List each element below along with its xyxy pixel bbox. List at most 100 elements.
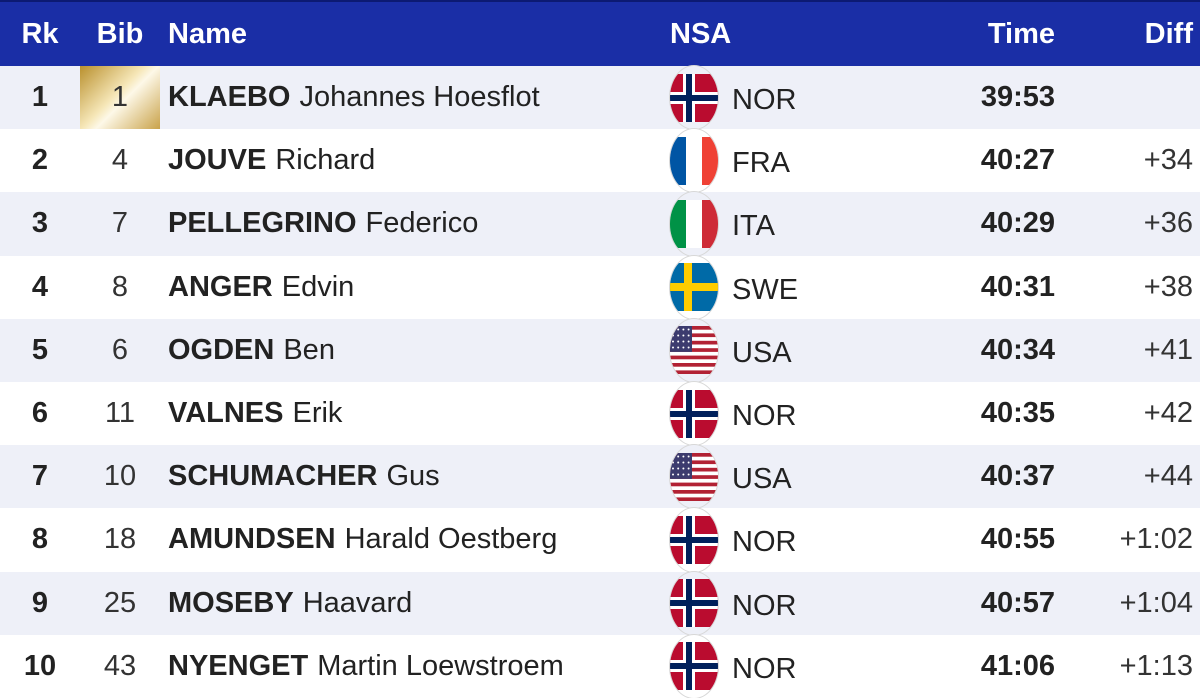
nsa-cell: NOR: [670, 572, 930, 635]
athlete-given-name: Richard: [275, 144, 376, 177]
nsa-code: USA: [732, 336, 792, 369]
diff-cell: +1:13: [1119, 649, 1193, 682]
table-row[interactable]: 7 10 SCHUMACHER Gus USA 40:37 +44: [0, 445, 1200, 509]
header-name[interactable]: Name: [168, 17, 247, 50]
rank-cell: 7: [31, 460, 49, 493]
table-row[interactable]: 4 8 ANGER Edvin SWE 40:31 +38: [0, 255, 1200, 319]
nsa-cell: SWE: [670, 256, 930, 319]
diff-cell: +1:04: [1119, 586, 1193, 619]
athlete-name[interactable]: KLAEBO Johannes Hoesflot: [168, 66, 658, 129]
table-row[interactable]: 6 11 VALNES Erik NOR 40:35 +42: [0, 381, 1200, 446]
nsa-cell: NOR: [670, 382, 930, 445]
nsa-code: NOR: [732, 400, 797, 433]
diff-cell: +38: [1143, 270, 1193, 303]
table-row[interactable]: 10 43 NYENGET Martin Loewstroem NOR 41:06 +1:1…: [0, 634, 1200, 698]
nsa-code: NOR: [732, 526, 797, 559]
usa-flag-icon: [670, 445, 718, 508]
header-rank[interactable]: Rk: [21, 17, 59, 50]
athlete-given-name: Harald Oestberg: [344, 523, 558, 556]
diff-cell: +44: [1143, 460, 1193, 493]
athlete-surname: VALNES: [168, 397, 284, 430]
athlete-surname: KLAEBO: [168, 81, 291, 114]
time-cell: 40:57: [980, 586, 1055, 619]
athlete-given-name: Martin Loewstroem: [317, 649, 564, 682]
athlete-given-name: Federico: [365, 207, 479, 240]
athlete-name[interactable]: PELLEGRINO Federico: [168, 192, 658, 255]
nsa-code: NOR: [732, 84, 797, 117]
athlete-surname: PELLEGRINO: [168, 207, 357, 240]
athlete-name[interactable]: OGDEN Ben: [168, 319, 658, 382]
table-header: Rk Bib Name NSA Time Diff: [0, 0, 1200, 66]
rank-cell: 2: [31, 144, 49, 177]
nsa-cell: USA: [670, 319, 930, 382]
athlete-name[interactable]: MOSEBY Haavard: [168, 572, 658, 635]
table-row[interactable]: 9 25 MOSEBY Haavard NOR 40:57 +1:04: [0, 571, 1200, 635]
norway-flag-icon: [670, 66, 718, 129]
norway-flag-icon: [670, 382, 718, 445]
usa-flag-icon: [670, 319, 718, 382]
athlete-given-name: Edvin: [281, 270, 355, 303]
nsa-code: NOR: [732, 589, 797, 622]
athlete-surname: AMUNDSEN: [168, 523, 336, 556]
nsa-cell: NOR: [670, 66, 930, 129]
diff-cell: +42: [1143, 397, 1193, 430]
rank-cell: 10: [23, 649, 57, 682]
header-diff[interactable]: Diff: [1144, 17, 1193, 50]
rank-cell: 4: [31, 270, 49, 303]
rank-cell: 8: [31, 523, 49, 556]
nsa-code: NOR: [732, 652, 797, 685]
athlete-given-name: Erik: [292, 397, 343, 430]
time-cell: 40:31: [980, 270, 1055, 303]
athlete-name[interactable]: SCHUMACHER Gus: [168, 445, 658, 508]
nsa-cell: NOR: [670, 508, 930, 571]
nsa-cell: USA: [670, 445, 930, 508]
time-cell: 40:29: [980, 207, 1055, 240]
rank-cell: 6: [31, 397, 49, 430]
athlete-name[interactable]: ANGER Edvin: [168, 256, 658, 319]
athlete-name[interactable]: VALNES Erik: [168, 382, 658, 445]
athlete-given-name: Ben: [283, 333, 335, 366]
table-row[interactable]: 2 4 JOUVE Richard FRA 40:27 +34: [0, 129, 1200, 193]
athlete-surname: OGDEN: [168, 333, 275, 366]
time-cell: 40:34: [980, 333, 1055, 366]
table-row[interactable]: 5 6 OGDEN Ben USA 40:34 +41: [0, 318, 1200, 382]
header-nsa[interactable]: NSA: [670, 17, 732, 50]
table-row[interactable]: 1 1 KLAEBO Johannes Hoesflot NOR 39:53: [0, 66, 1200, 130]
bib-cell: 8: [111, 270, 129, 303]
athlete-name[interactable]: AMUNDSEN Harald Oestberg: [168, 508, 658, 571]
diff-cell: +36: [1143, 207, 1193, 240]
athlete-surname: NYENGET: [168, 649, 309, 682]
rank-cell: 3: [31, 207, 49, 240]
header-bib[interactable]: Bib: [96, 17, 144, 50]
rank-cell: 1: [31, 81, 49, 114]
france-flag-icon: [670, 129, 718, 192]
table-body: 1 1 KLAEBO Johannes Hoesflot NOR 39:53 2 4 JOUVE…: [0, 66, 1200, 698]
nsa-code: FRA: [732, 147, 790, 180]
nsa-code: USA: [732, 463, 792, 496]
bib-cell: 25: [103, 586, 137, 619]
time-cell: 40:35: [980, 397, 1055, 430]
time-cell: 40:55: [980, 523, 1055, 556]
header-time[interactable]: Time: [987, 17, 1055, 50]
rank-cell: 9: [31, 586, 49, 619]
diff-cell: +34: [1143, 144, 1193, 177]
athlete-name[interactable]: NYENGET Martin Loewstroem: [168, 635, 658, 698]
time-cell: 40:27: [980, 144, 1055, 177]
nsa-cell: FRA: [670, 129, 930, 192]
sweden-flag-icon: [670, 256, 718, 319]
time-cell: 39:53: [980, 81, 1055, 114]
bib-cell: 11: [104, 397, 136, 430]
bib-cell: 18: [103, 523, 137, 556]
diff-cell: +1:02: [1119, 523, 1193, 556]
athlete-surname: JOUVE: [168, 144, 267, 177]
athlete-given-name: Gus: [386, 460, 440, 493]
athlete-name[interactable]: JOUVE Richard: [168, 129, 658, 192]
diff-cell: +41: [1143, 333, 1193, 366]
table-row[interactable]: 8 18 AMUNDSEN Harald Oestberg NOR 40:55 +1:02: [0, 508, 1200, 572]
bib-cell: 1: [80, 66, 160, 130]
athlete-surname: MOSEBY: [168, 586, 294, 619]
table-row[interactable]: 3 7 PELLEGRINO Federico ITA 40:29 +36: [0, 192, 1200, 256]
athlete-surname: SCHUMACHER: [168, 460, 378, 493]
time-cell: 41:06: [980, 649, 1055, 682]
